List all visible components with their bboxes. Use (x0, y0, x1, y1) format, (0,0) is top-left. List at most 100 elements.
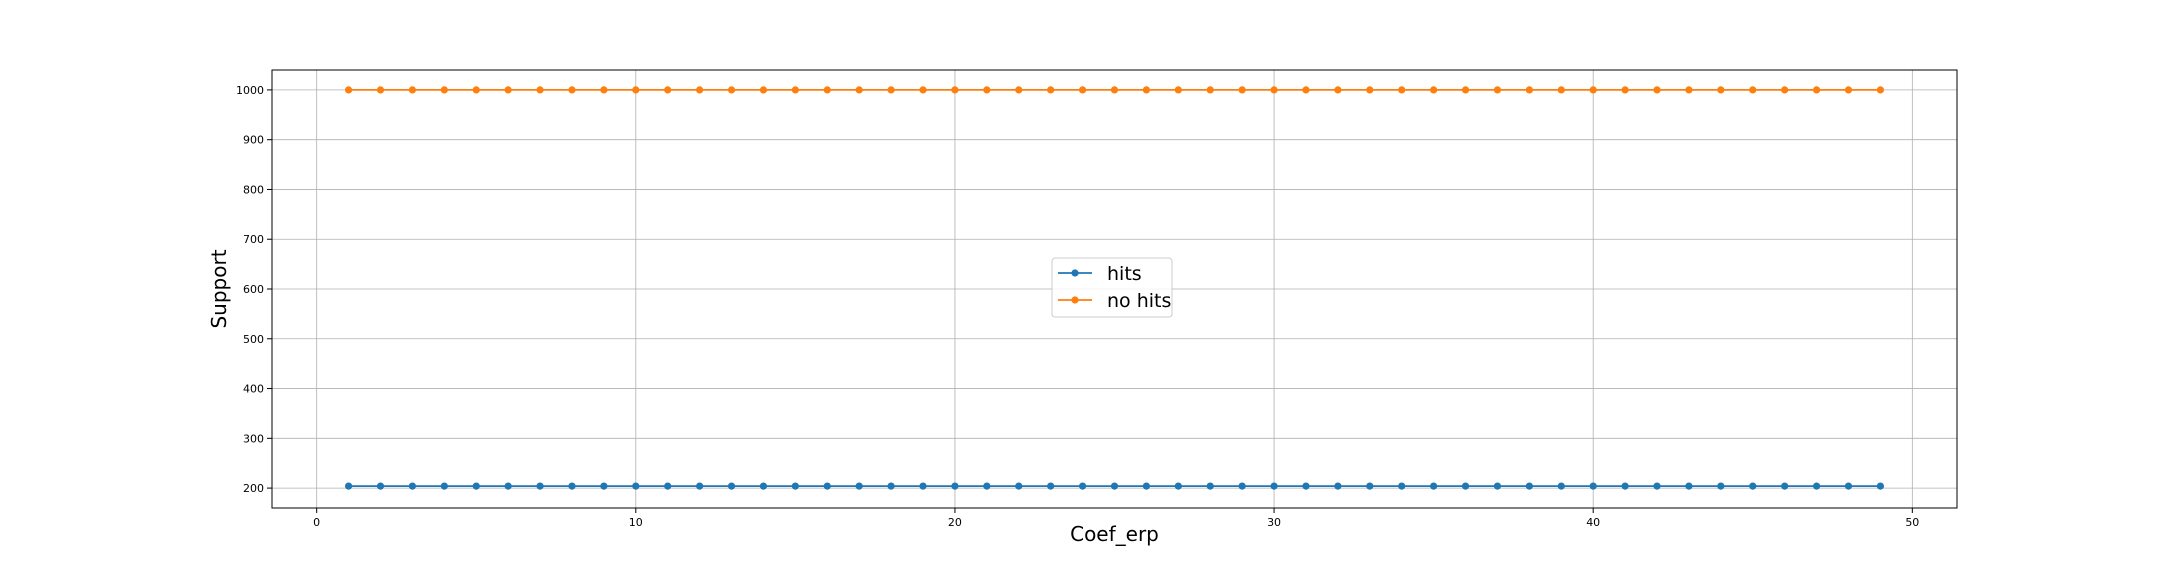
y-tick-label: 900 (243, 134, 264, 147)
data-point-no-hits (983, 86, 991, 94)
data-point-hits (791, 482, 799, 490)
series-group (344, 86, 1885, 490)
data-point-hits (1781, 482, 1789, 490)
series-no-hits (344, 86, 1885, 94)
data-point-no-hits (1717, 86, 1725, 94)
x-tick-label: 0 (313, 516, 320, 529)
data-point-no-hits (1812, 86, 1821, 94)
data-point-no-hits (791, 86, 799, 94)
data-point-no-hits (1142, 86, 1151, 94)
data-point-no-hits (536, 86, 544, 94)
data-point-hits (1078, 482, 1087, 490)
legend-marker-no-hits (1071, 296, 1079, 304)
x-axis-label: Coef_erp (1070, 522, 1159, 546)
data-point-hits (1653, 482, 1661, 490)
data-point-no-hits (1110, 86, 1119, 94)
data-point-hits (823, 482, 831, 490)
legend-label-no-hits: no hits (1107, 290, 1171, 312)
data-point-no-hits (1430, 86, 1438, 94)
legend-label-hits: hits (1107, 263, 1142, 285)
data-point-no-hits (1876, 86, 1885, 94)
x-tick-label: 30 (1267, 516, 1281, 529)
data-point-hits (376, 482, 385, 490)
data-point-no-hits (1334, 86, 1342, 94)
data-point-no-hits (1653, 86, 1661, 94)
data-point-no-hits (472, 86, 480, 94)
data-point-no-hits (1557, 86, 1565, 94)
x-tick-label: 20 (948, 516, 962, 529)
data-point-hits (1557, 482, 1565, 490)
data-point-no-hits (568, 86, 576, 94)
y-tick-label: 500 (243, 333, 264, 346)
y-tick-label: 700 (243, 233, 264, 246)
data-point-hits (1302, 482, 1310, 490)
data-point-no-hits (344, 86, 353, 94)
data-point-hits (1398, 482, 1406, 490)
data-point-no-hits (1461, 86, 1470, 94)
data-point-hits (440, 482, 448, 490)
data-point-no-hits (376, 86, 385, 94)
data-point-no-hits (504, 86, 512, 94)
plot-frame (271, 69, 1958, 509)
data-point-hits (1238, 482, 1246, 490)
data-point-no-hits (887, 86, 895, 94)
data-point-hits (1812, 482, 1821, 490)
data-point-no-hits (1844, 86, 1853, 94)
data-point-hits (696, 482, 704, 490)
data-point-no-hits (1174, 86, 1182, 94)
data-point-hits (1174, 482, 1182, 490)
data-point-hits (1749, 482, 1757, 490)
data-point-hits (504, 482, 512, 490)
data-point-no-hits (1015, 86, 1023, 94)
data-point-hits (1142, 482, 1151, 490)
data-point-hits (1876, 482, 1885, 490)
data-point-hits (1270, 482, 1278, 490)
data-point-hits (1493, 482, 1502, 490)
data-point-no-hits (951, 86, 959, 94)
y-tick-label: 300 (243, 432, 264, 445)
data-point-hits (1047, 482, 1055, 490)
data-point-hits (1110, 482, 1119, 490)
data-point-no-hits (1270, 86, 1278, 94)
y-tick-label: 400 (243, 383, 264, 396)
data-point-no-hits (632, 86, 640, 94)
x-tick-label: 50 (1905, 516, 1919, 529)
data-point-hits (1206, 482, 1214, 490)
data-point-no-hits (600, 86, 608, 94)
data-point-hits (919, 482, 927, 490)
data-point-hits (536, 482, 544, 490)
y-tick-label: 1000 (236, 84, 264, 97)
data-point-hits (887, 482, 895, 490)
data-point-no-hits (855, 86, 863, 94)
data-point-hits (1015, 482, 1023, 490)
x-tick-label: 40 (1586, 516, 1600, 529)
data-point-hits (408, 482, 417, 490)
data-point-no-hits (1589, 86, 1597, 94)
y-axis-ticks: 200 300 400 500 600 700 800 900 1000 (236, 84, 272, 495)
data-point-no-hits (1525, 86, 1533, 94)
data-point-no-hits (1238, 86, 1246, 94)
data-point-hits (568, 482, 576, 490)
data-point-hits (632, 482, 640, 490)
y-tick-label: 600 (243, 283, 264, 296)
data-point-hits (1685, 482, 1693, 490)
x-axis-ticks: 0 10 20 30 40 50 (313, 508, 1919, 529)
data-point-hits (1461, 482, 1470, 490)
data-point-no-hits (440, 86, 448, 94)
data-point-hits (1717, 482, 1725, 490)
data-point-no-hits (408, 86, 417, 94)
data-point-no-hits (1621, 86, 1629, 94)
data-point-no-hits (727, 86, 736, 94)
data-point-no-hits (1781, 86, 1789, 94)
data-point-no-hits (759, 86, 768, 94)
data-point-hits (951, 482, 959, 490)
data-point-no-hits (696, 86, 704, 94)
data-point-hits (855, 482, 863, 490)
y-axis-label: Support (207, 249, 231, 328)
data-point-hits (1334, 482, 1342, 490)
data-point-no-hits (664, 86, 672, 94)
y-tick-label: 800 (243, 183, 264, 196)
data-point-hits (344, 482, 353, 490)
data-point-hits (1366, 482, 1374, 490)
